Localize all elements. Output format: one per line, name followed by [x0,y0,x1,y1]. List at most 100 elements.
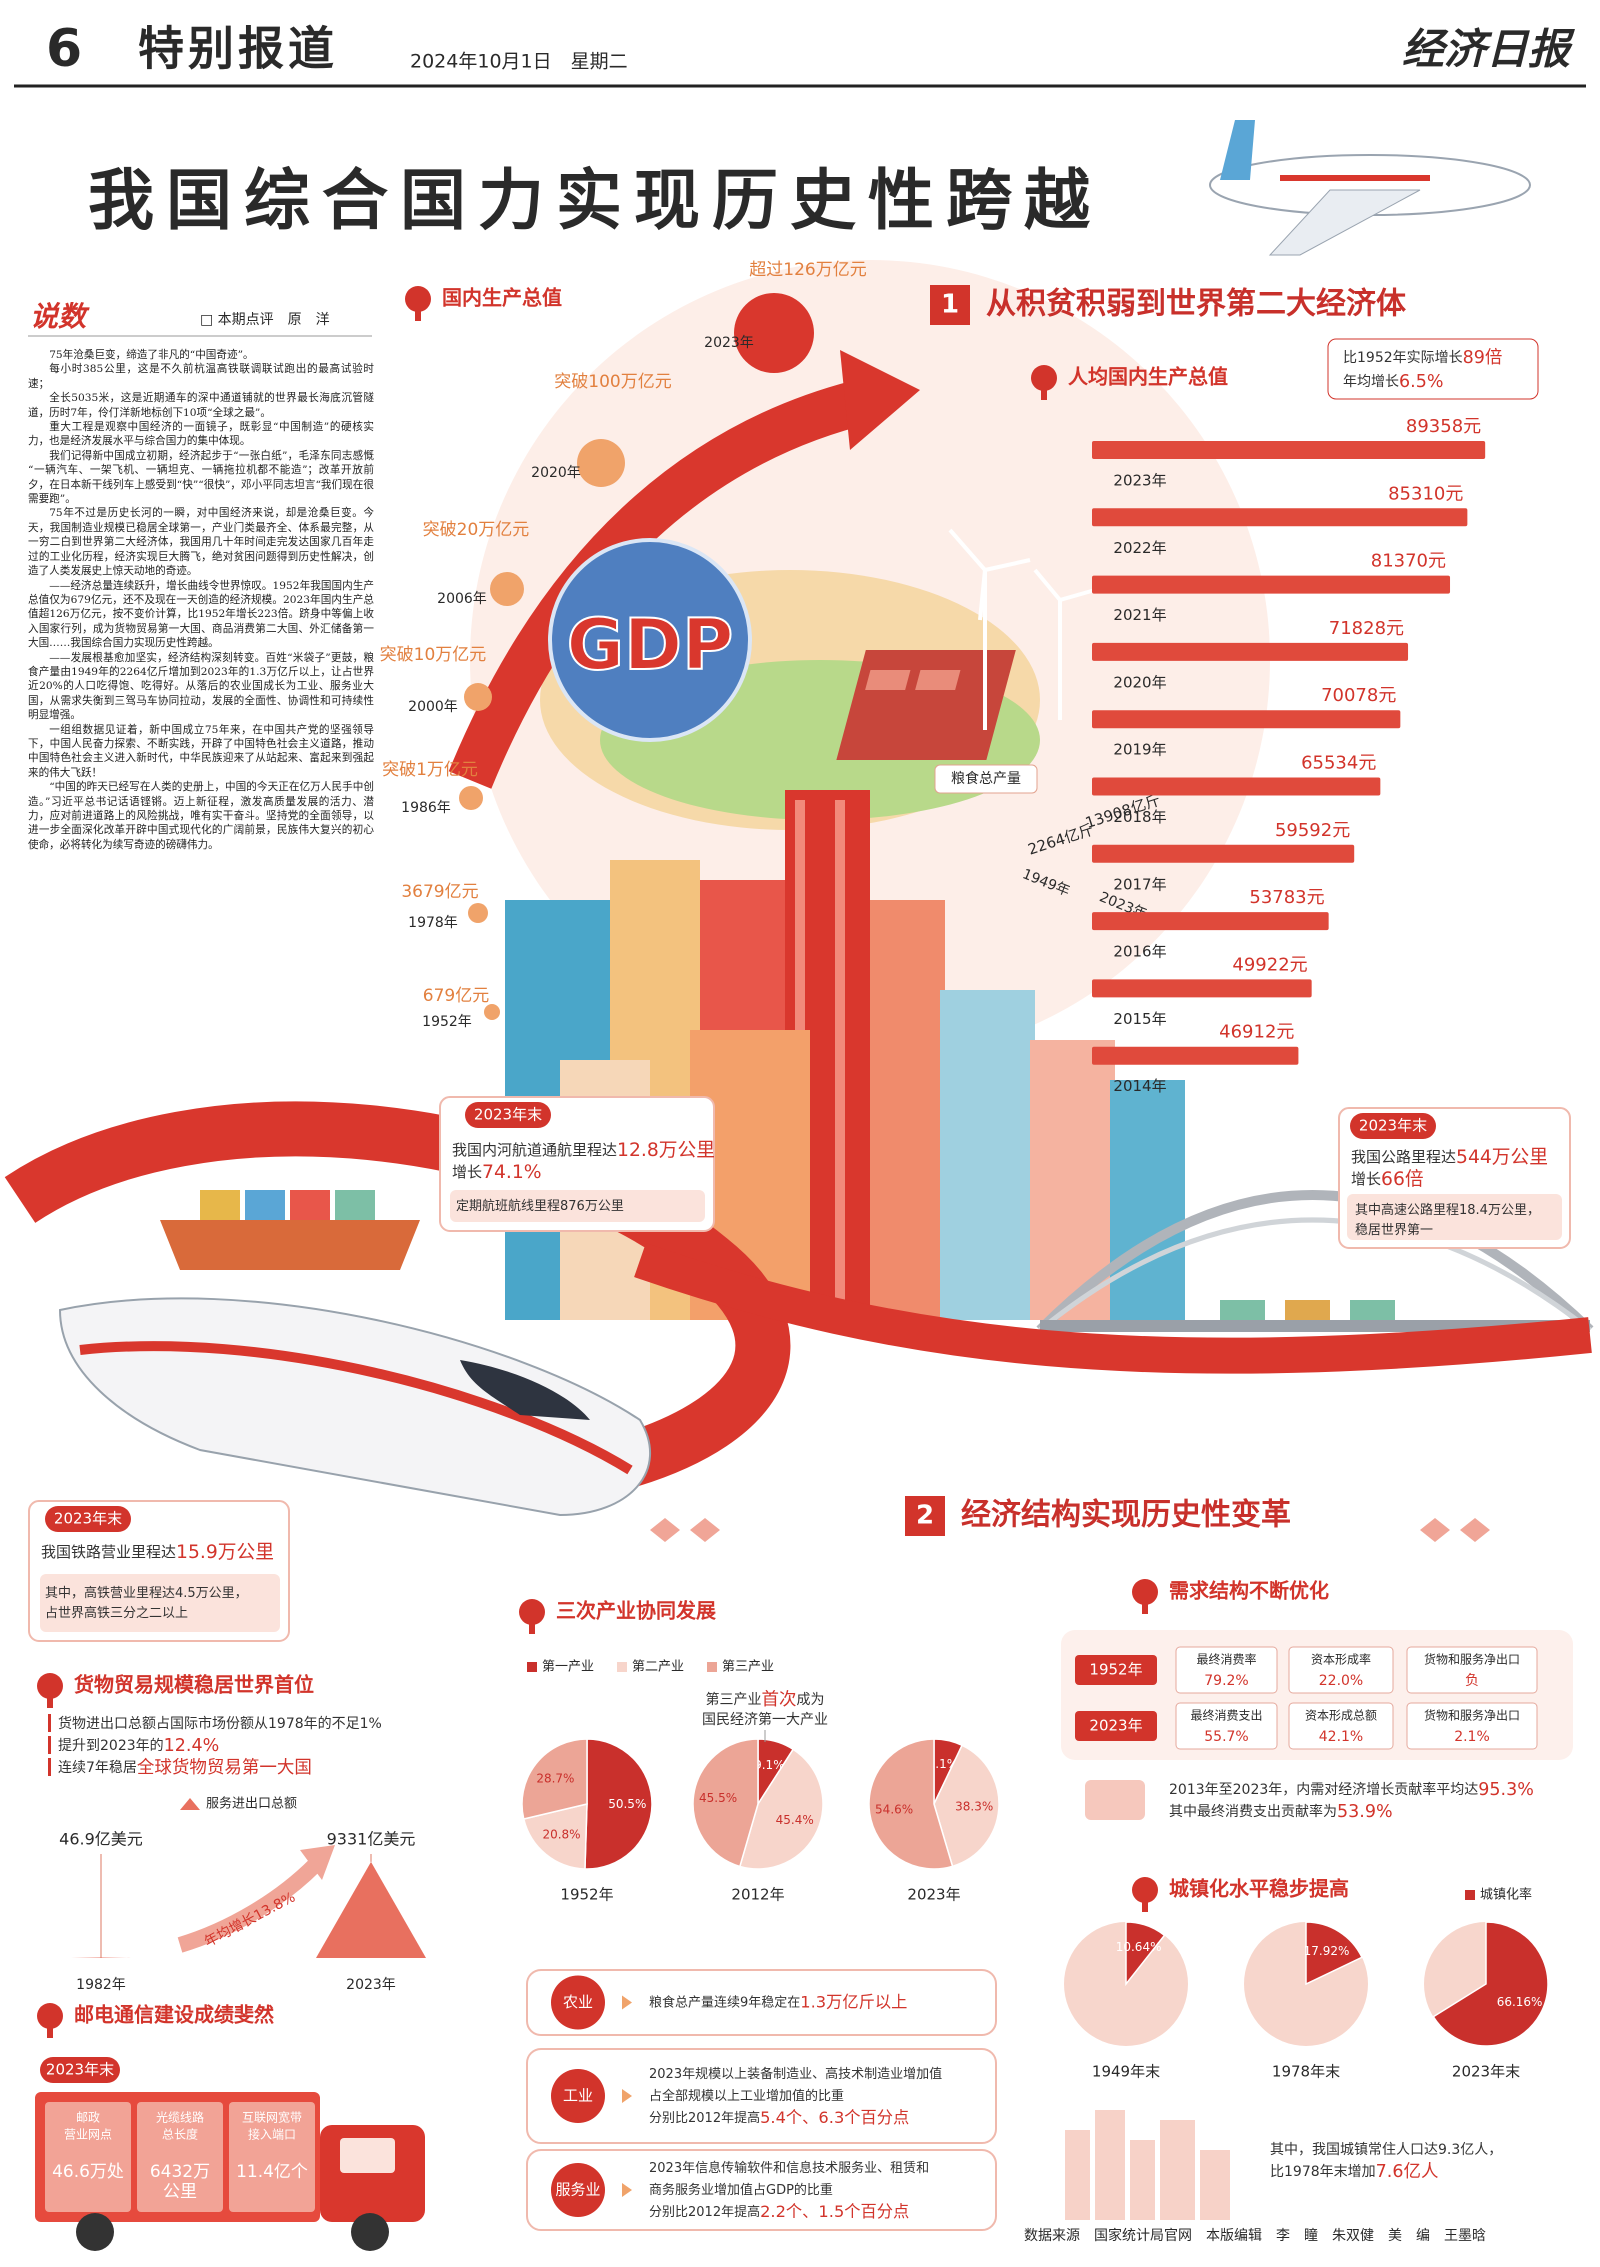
airplane [1209,120,1531,256]
slice-label: 45.4% [776,1813,814,1827]
sector-box [526,2048,997,2144]
decoration [76,2213,114,2251]
decoration [1130,2140,1155,2220]
heading-icon [529,1624,535,1634]
legend-label: 第二产业 [632,1660,684,1675]
section-name: 特别报道 [138,22,338,76]
decoration [865,670,911,690]
decoration [200,1190,240,1220]
bullet [48,1758,51,1776]
growth-arrow-head [300,1845,335,1880]
bridge [1036,1190,1594,1334]
text-line: 增长66倍 [1351,1168,1424,1190]
tag [1350,1113,1436,1139]
value-label: 46.9亿美元 [59,1830,143,1849]
section-heading: 城镇化水平稳步提高 [1169,1877,1349,1901]
decoration [1033,568,1062,602]
heading-icon [405,286,431,312]
text-line: 稳居世界第一 [1355,1222,1433,1238]
demand-cell [1406,1702,1538,1750]
pie-slice [584,1738,653,1870]
highlight: 5.4个、6.3个百分点 [760,2108,909,2127]
postal-label: 接入端口 [248,2127,296,2142]
text-part: 分别比2012年提高 [649,2110,760,2126]
paragraph: 重大工程是观察中国经济的一面镜子，既彰显“中国制造”的硬核实力，也是经济发展水平… [28,421,374,448]
decoration [836,650,1016,760]
highlight: 全球货物贸易第一大国 [137,1758,312,1778]
text-part: 其中高速公路里程18.4万公里， [1355,1202,1540,1218]
pie-slice [1305,1921,1363,1986]
highlight: 66倍 [1381,1168,1424,1190]
note-box [1327,338,1539,400]
text-line: 占全部规模以上工业增加值的比重 [649,2088,844,2104]
text-line: 2023年信息传输软件和信息技术服务业、租赁和 [649,2160,929,2176]
category-label: 2023年 [1113,472,1166,490]
section-number: 1 [941,290,959,320]
sector-box [526,2149,997,2231]
growth-arrow-head [840,350,920,450]
slice-label: 38.3% [955,1800,993,1814]
decoration [915,670,961,690]
grain-label: 粮食总产量 [951,770,1021,787]
text-line: 货物进出口总额占国际市场份额从1978年的不足1% [58,1715,382,1732]
text-part: 粮食总产量连续9年稳定在 [649,1994,800,2010]
category-label: 2016年 [1113,943,1166,961]
decoration [948,528,987,572]
text-line: 其中最终消费支出贡献率为53.9% [1169,1802,1393,1822]
text-part: 增长 [452,1163,482,1181]
milestone-year: 1952年 [422,1014,472,1030]
milestone-dot [490,572,524,606]
decoration [1200,2150,1230,2220]
milestone-label: 超过126万亿元 [749,260,866,280]
decoration [1350,1300,1395,1320]
category-label: 2023年 [907,1886,960,1904]
text-line: 我国内河航道通航里程达12.8万公里 [452,1140,715,1161]
category-label: 2022年 [1113,539,1166,557]
demand-cell [1288,1702,1394,1750]
decoration [1280,175,1430,181]
demand-cell [1175,1702,1278,1750]
heading-icon [1041,390,1047,400]
text-part: 2023年信息传输软件和信息技术服务业、租赁和 [649,2160,929,2176]
column-label: 说数 [30,300,90,333]
decoration [290,1190,330,1220]
bar [1092,441,1486,459]
heading-icon [1132,1579,1158,1605]
text-line: 提升到2023年的12.4% [58,1736,219,1756]
text-part: 2023年规模以上装备制造业、高技术制造业增加值 [649,2066,942,2082]
decoration [1420,1518,1450,1542]
text-line: 比1952年实际增长89倍 [1343,348,1502,368]
paragraph: 75年沧桑巨变，缔造了非凡的“中国奇迹”。 [49,349,254,361]
category-label: 2019年 [1113,741,1166,759]
cell-value: 42.1% [1319,1729,1363,1745]
sector-pointer [622,2183,632,2197]
text-part: 年均增长 [1343,374,1399,390]
value-label: 53783元 [1249,887,1324,908]
heading-icon [37,2003,63,2029]
page-number: 6 [46,19,82,79]
text-part: 成为 [797,1692,825,1708]
paragraph: ——发展根基愈加坚实，经济结构深刻转变。百姓“米袋子”更鼓，粮食产量由1949年… [28,651,374,722]
text-line: 比1978年末增加7.6亿人 [1270,2162,1438,2182]
heading-icon [37,1673,63,1699]
milestone-dot [468,903,488,923]
cell-label: 货物和服务净出口 [1424,1708,1520,1723]
section-heading: 三次产业协同发展 [556,1599,716,1623]
sector-badge [551,2069,605,2123]
legend-label: 第三产业 [722,1660,774,1675]
text-part: 提升到2023年的 [58,1738,164,1754]
decoration [340,2138,395,2173]
main-title: 我国综合国力实现历史性跨越 [88,162,1102,239]
chart-title: 人均国内生产总值 [1068,365,1228,389]
paragraph: 我们记得新中国成立初期，经济起步于“一张白纸”，毛泽东同志感慨“一辆汽车、一架飞… [28,449,374,506]
text-part: 货物进出口总额占国际市场份额从1978年的不足1% [58,1715,382,1732]
paragraph: 一组组数据见证着，新中国成立75年来，在中国共产党的坚强领导下，中国人民奋力探索… [28,723,374,779]
value-label: 46912元 [1219,1022,1294,1043]
category-label: 1982年 [76,1977,126,1993]
decoration [351,2213,389,2251]
decoration [160,1220,420,1270]
year-tag-label: 1952年 [1089,1661,1142,1679]
pie-slice [692,1738,759,1868]
cell-label: 最终消费支出 [1190,1708,1262,1723]
